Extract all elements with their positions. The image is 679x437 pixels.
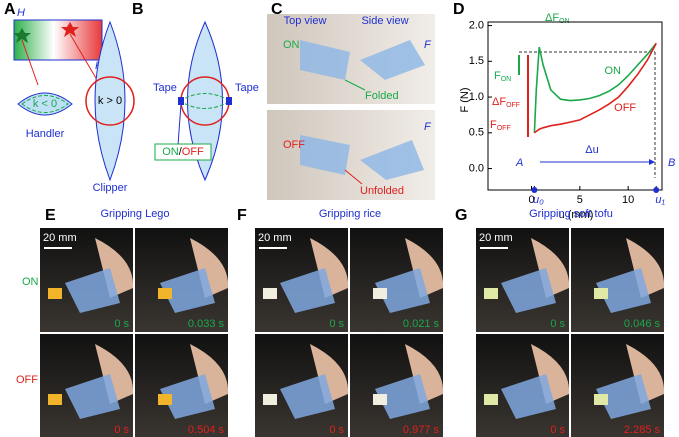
panel-title: Gripping Lego [100,208,169,220]
label: k > 0 [98,95,122,107]
annotation: FON [494,70,511,83]
label: Top view [284,15,327,27]
panel-letter: E [45,207,56,224]
time-label: 0.033 s [188,318,225,330]
time-label: 0.021 s [403,318,440,330]
scale-label: 20 mm [43,232,77,244]
x-tick-label: u₀ [533,194,544,206]
label: ON [162,146,179,158]
annotation: FOFF [490,119,511,132]
photo-object [484,394,498,405]
panel-letter: A [4,1,16,18]
label: OFF [283,139,305,151]
time-label: 0.504 s [188,424,225,436]
data-line [534,43,656,132]
panel-letter: F [237,207,247,224]
time-label: 0 s [550,424,565,436]
photo-object [373,394,387,405]
annotation: B [668,157,675,169]
axis-label: H [17,7,25,19]
scale-label: 20 mm [479,232,513,244]
photo-object [484,288,498,299]
y-tick-label: 1.5 [469,55,484,67]
annotation: Δu [585,144,598,156]
panel-title: Gripping rice [319,208,381,220]
point-marker [531,187,537,193]
photo-object [594,288,608,299]
annotation: ΔF [492,96,506,108]
label: Clipper [93,182,128,194]
photo-object [48,394,62,405]
data-line [534,43,656,132]
y-tick-label: 0.0 [469,162,484,174]
annotation: OFF [506,102,520,109]
annotation: A [515,157,523,169]
label: OFF [182,146,204,158]
x-tick-label: 5 [577,194,583,206]
row-label: OFF [16,374,38,386]
y-tick-label: 2.0 [469,19,484,31]
time-label: 0 s [114,318,129,330]
row-label: ON [22,276,39,288]
point-marker [653,187,659,193]
label: Tape [235,82,259,94]
label: Folded [365,90,399,102]
y-tick-label: 1.0 [469,91,484,103]
label: Side view [361,15,408,27]
photo-object [373,288,387,299]
panel-title: Gripping soft tofu [529,208,613,220]
time-label: 0 s [114,424,129,436]
annotation: ΔFON [545,12,570,25]
annotation: ON [501,76,512,83]
panel-letter: B [132,1,144,18]
series-label: OFF [614,102,636,114]
photo-object [158,394,172,405]
label: ON [283,39,300,51]
annotation: ΔFOFF [492,96,520,109]
photo-object [158,288,172,299]
label: Handler [26,128,65,140]
photo-object [48,288,62,299]
panel-letter: D [453,1,465,18]
photo-object [263,394,277,405]
figure: A H K k < 0 Handler k > 0 Clipper B Tape… [0,0,679,437]
time-label: 0 s [329,424,344,436]
time-label: 0 s [550,318,565,330]
annotation: OFF [497,125,511,132]
tape [226,97,232,105]
label: ON/OFF [162,146,204,158]
leader-line [178,104,181,145]
x-tick-label: u₁ [655,194,665,206]
label: Unfolded [360,185,404,197]
label: Tape [153,82,177,94]
tape [178,97,184,105]
label: k < 0 [33,98,57,110]
time-label: 0 s [329,318,344,330]
photo-object [594,394,608,405]
time-label: 0.977 s [403,424,440,436]
series-label: ON [605,65,622,77]
time-label: 0.046 s [624,318,661,330]
panel-letter: G [455,207,467,224]
scale-label: 20 mm [258,232,292,244]
y-tick-label: 0.5 [469,127,484,139]
x-tick-label: 10 [622,194,634,206]
time-label: 2.285 s [624,424,661,436]
photo-object [263,288,277,299]
